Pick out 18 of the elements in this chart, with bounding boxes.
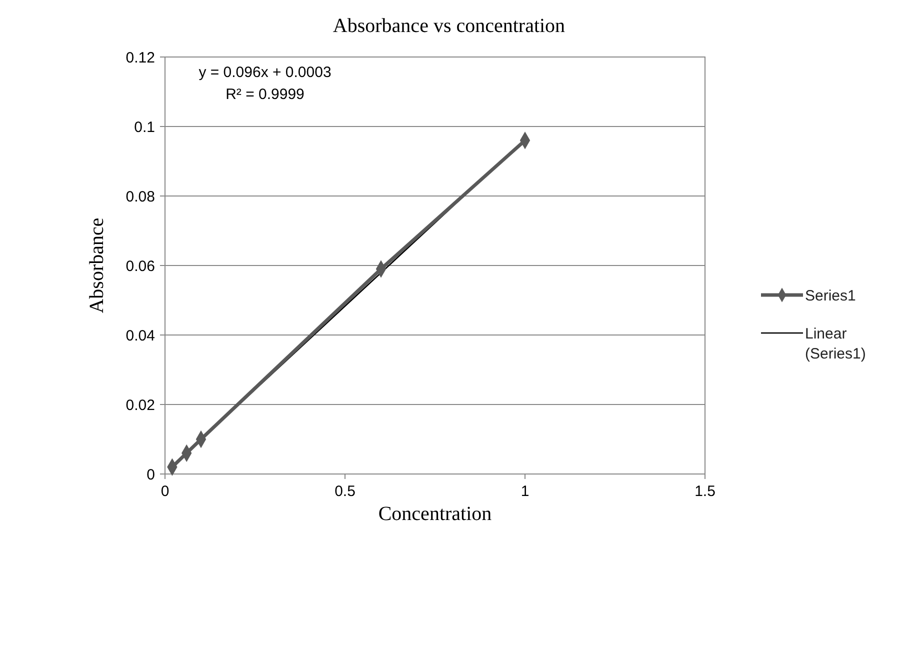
legend-label: Series1 [805, 287, 856, 304]
y-tick-label: 0.06 [126, 258, 155, 275]
annotation: y = 0.096x + 0.0003 [198, 64, 332, 81]
annotation: R² = 0.9999 [226, 86, 304, 103]
x-tick-label: 0 [160, 483, 170, 500]
y-tick-label: 0.04 [126, 327, 155, 344]
x-tick-label: 1.5 [694, 483, 716, 500]
x-tick-label: 0.5 [334, 483, 356, 500]
legend-label: Linear (Series1) [805, 325, 866, 362]
y-axis-title: Absorbance [86, 218, 108, 314]
y-tick-label: 0.08 [126, 188, 155, 206]
x-tick-label: 1 [520, 483, 530, 500]
y-tick-label: 0.02 [126, 396, 155, 414]
y-tick-label: 0.1 [134, 118, 155, 136]
y-tick-label: 0.12 [126, 49, 155, 66]
y-tick-label: 0 [146, 466, 155, 484]
x-axis-title: Concentration [378, 503, 492, 525]
chart-title: Absorbance vs concentration [332, 15, 566, 37]
